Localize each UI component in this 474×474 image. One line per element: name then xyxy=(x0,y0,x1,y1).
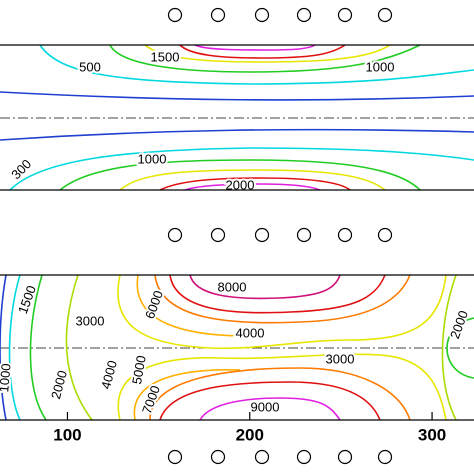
contour-label: 4000 xyxy=(98,359,120,391)
contour-line xyxy=(117,274,447,421)
contour-label: 1000 xyxy=(138,151,167,166)
electrode xyxy=(337,7,353,23)
electrode xyxy=(210,7,226,23)
contour-label: 300 xyxy=(8,156,34,182)
x-axis-ticks: 100 200 300 xyxy=(53,412,446,444)
contour-label: 4000 xyxy=(236,325,265,340)
contour-label: 1000 xyxy=(366,59,395,74)
contour-line xyxy=(159,274,386,421)
electrode xyxy=(167,7,183,23)
contour-label: 5000 xyxy=(129,354,149,385)
contours xyxy=(0,44,474,421)
electrode xyxy=(254,7,270,23)
electrode xyxy=(377,449,393,465)
contour-line xyxy=(59,44,421,191)
electrode xyxy=(377,227,393,243)
contour-line xyxy=(159,44,351,191)
contour-label: 3000 xyxy=(326,351,355,366)
contour-line xyxy=(189,274,341,300)
flow-line xyxy=(0,91,474,141)
contour-line xyxy=(65,274,457,421)
x-tick-label: 200 xyxy=(236,425,264,444)
x-tick-label: 100 xyxy=(53,425,81,444)
electrode xyxy=(377,7,393,23)
electrode xyxy=(337,449,353,465)
electrode xyxy=(254,227,270,243)
contour-line xyxy=(29,274,474,421)
electrode xyxy=(296,7,312,23)
electrode xyxy=(296,449,312,465)
contour-label: 9000 xyxy=(251,399,280,414)
electrode xyxy=(296,227,312,243)
electrode xyxy=(167,227,183,243)
contour-line xyxy=(0,274,7,421)
contour-line xyxy=(199,397,341,421)
contour-label: 6000 xyxy=(142,288,166,320)
electrode xyxy=(210,227,226,243)
contour-line xyxy=(8,274,21,421)
contour-line xyxy=(149,274,411,421)
contour-line xyxy=(133,274,241,421)
contour-label: 1500 xyxy=(151,49,180,64)
electrodes xyxy=(167,7,393,465)
electrode xyxy=(337,227,353,243)
contour-label: 2000 xyxy=(48,369,70,401)
electrode xyxy=(167,449,183,465)
contour-label: 500 xyxy=(79,59,101,74)
contour-label: 3000 xyxy=(76,313,105,328)
contour-label: 8000 xyxy=(218,279,247,294)
contour-label: 2000 xyxy=(447,308,471,340)
contour-line xyxy=(119,44,391,191)
electrode xyxy=(210,449,226,465)
contour-label: 7000 xyxy=(139,383,163,415)
electrode xyxy=(254,449,270,465)
contour-line xyxy=(9,44,474,191)
x-tick-label: 300 xyxy=(418,425,446,444)
contour-line xyxy=(184,44,321,191)
